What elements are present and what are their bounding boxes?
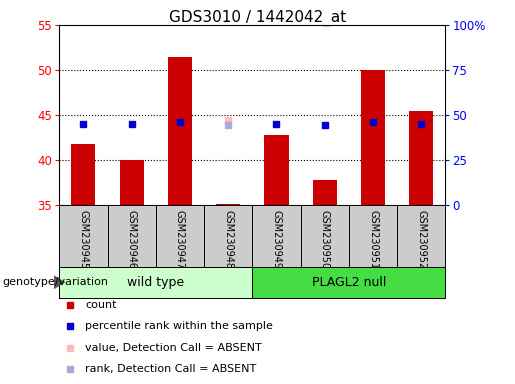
Text: GSM230946: GSM230946 [127, 210, 136, 269]
Text: value, Detection Call = ABSENT: value, Detection Call = ABSENT [85, 343, 262, 353]
Polygon shape [54, 275, 65, 289]
Text: count: count [85, 300, 116, 310]
Bar [119, 161, 144, 205]
Text: GSM230949: GSM230949 [271, 210, 282, 269]
Bar [409, 111, 434, 205]
Bar [252, 267, 445, 298]
Text: genotype/variation: genotype/variation [3, 277, 109, 287]
Text: GSM230947: GSM230947 [175, 210, 185, 270]
Bar [59, 267, 252, 298]
Text: GDS3010 / 1442042_at: GDS3010 / 1442042_at [169, 10, 346, 26]
Text: GSM230952: GSM230952 [416, 210, 426, 270]
Text: GSM230951: GSM230951 [368, 210, 378, 270]
Text: GSM230948: GSM230948 [223, 210, 233, 269]
Text: percentile rank within the sample: percentile rank within the sample [85, 321, 273, 331]
Bar [168, 56, 192, 205]
Text: rank, Detection Call = ABSENT: rank, Detection Call = ABSENT [85, 364, 256, 374]
Bar [361, 70, 385, 205]
Bar [71, 144, 95, 205]
Text: PLAGL2 null: PLAGL2 null [312, 276, 386, 289]
Bar [313, 180, 337, 205]
Bar [264, 135, 288, 205]
Text: wild type: wild type [127, 276, 184, 289]
Bar [216, 204, 241, 205]
Text: GSM230950: GSM230950 [320, 210, 330, 270]
Text: GSM230945: GSM230945 [78, 210, 89, 270]
